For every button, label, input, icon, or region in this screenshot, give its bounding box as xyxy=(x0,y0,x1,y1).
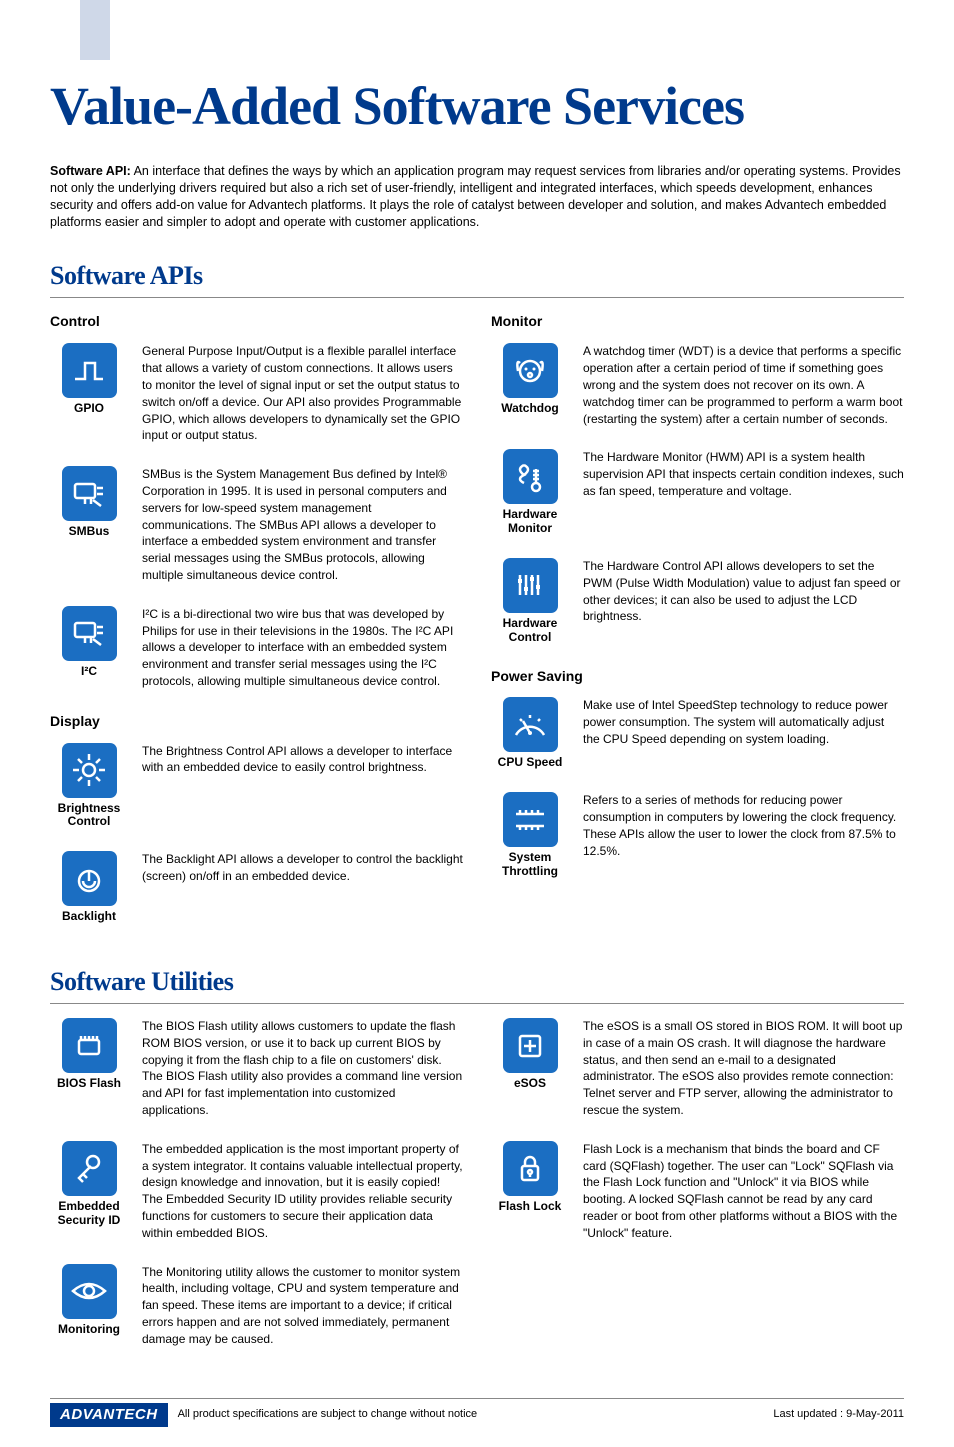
esos-icon xyxy=(503,1018,558,1073)
esos-label: eSOS xyxy=(491,1077,569,1091)
smbus-text: SMBus is the System Management Bus defin… xyxy=(142,466,463,584)
watchdog-text: A watchdog timer (WDT) is a device that … xyxy=(583,343,904,427)
backlight-text: The Backlight API allows a developer to … xyxy=(142,851,463,885)
decorative-tab xyxy=(80,0,110,60)
watchdog-icon xyxy=(503,343,558,398)
apis-right-column: Monitor Watchdog A watchdog timer (WDT) … xyxy=(491,312,904,946)
item-watchdog: Watchdog A watchdog timer (WDT) is a dev… xyxy=(491,343,904,427)
utils-left-column: BIOS Flash The BIOS Flash utility allows… xyxy=(50,1018,463,1370)
bios-label: BIOS Flash xyxy=(50,1077,128,1091)
watchdog-label: Watchdog xyxy=(491,402,569,416)
flash-lock-icon xyxy=(503,1141,558,1196)
item-flashlock: Flash Lock Flash Lock is a mechanism tha… xyxy=(491,1141,904,1242)
item-smbus: SMBus SMBus is the System Management Bus… xyxy=(50,466,463,584)
hwctrl-text: The Hardware Control API allows develope… xyxy=(583,558,904,625)
subcategory-power: Power Saving xyxy=(491,667,904,686)
subcategory-display: Display xyxy=(50,712,463,731)
hwmon-text: The Hardware Monitor (HWM) API is a syst… xyxy=(583,449,904,499)
section-rule xyxy=(50,297,904,298)
item-cpuspeed: CPU Speed Make use of Intel SpeedStep te… xyxy=(491,697,904,770)
item-i2c: I²C I²C is a bi-directional two wire bus… xyxy=(50,606,463,690)
item-gpio: GPIO General Purpose Input/Output is a f… xyxy=(50,343,463,444)
item-hwmon: Hardware Monitor The Hardware Monitor (H… xyxy=(491,449,904,536)
apis-left-column: Control GPIO General Purpose Input/Outpu… xyxy=(50,312,463,946)
section-rule-2 xyxy=(50,1003,904,1004)
item-bios: BIOS Flash The BIOS Flash utility allows… xyxy=(50,1018,463,1119)
gpio-label: GPIO xyxy=(50,402,128,416)
item-backlight: Backlight The Backlight API allows a dev… xyxy=(50,851,463,924)
security-id-icon xyxy=(62,1141,117,1196)
i2c-text: I²C is a bi-directional two wire bus tha… xyxy=(142,606,463,690)
cpu-speed-icon xyxy=(503,697,558,752)
brand-logo: ADVANTECH xyxy=(50,1403,168,1427)
subcategory-control: Control xyxy=(50,312,463,331)
smbus-icon xyxy=(62,466,117,521)
bios-flash-icon xyxy=(62,1018,117,1073)
intro-paragraph: Software API: An interface that defines … xyxy=(50,163,904,231)
intro-label: Software API: xyxy=(50,164,131,178)
page-footer: ADVANTECH All product specifications are… xyxy=(50,1398,904,1427)
footer-updated: Last updated : 9-May-2011 xyxy=(773,1407,904,1422)
cpuspeed-text: Make use of Intel SpeedStep technology t… xyxy=(583,697,904,747)
flashlock-label: Flash Lock xyxy=(491,1200,569,1214)
footer-disclaimer: All product specifications are subject t… xyxy=(178,1407,478,1422)
monitoring-label: Monitoring xyxy=(50,1323,128,1337)
i2c-label: I²C xyxy=(50,665,128,679)
esos-text: The eSOS is a small OS stored in BIOS RO… xyxy=(583,1018,904,1119)
brightness-icon xyxy=(62,743,117,798)
hardware-control-icon xyxy=(503,558,558,613)
monitoring-icon xyxy=(62,1264,117,1319)
backlight-icon xyxy=(62,851,117,906)
secid-text: The embedded application is the most imp… xyxy=(142,1141,463,1242)
page-title: Value-Added Software Services xyxy=(50,70,904,143)
utils-columns: BIOS Flash The BIOS Flash utility allows… xyxy=(50,1018,904,1370)
item-brightness: Brightness Control The Brightness Contro… xyxy=(50,743,463,830)
hwctrl-label: Hardware Control xyxy=(491,617,569,645)
backlight-label: Backlight xyxy=(50,910,128,924)
throttle-label: System Throttling xyxy=(491,851,569,879)
item-secid: Embedded Security ID The embedded applic… xyxy=(50,1141,463,1242)
flashlock-text: Flash Lock is a mechanism that binds the… xyxy=(583,1141,904,1242)
hwmon-label: Hardware Monitor xyxy=(491,508,569,536)
section-software-utilities: Software Utilities xyxy=(50,964,904,999)
section-software-apis: Software APIs xyxy=(50,258,904,293)
throttle-text: Refers to a series of methods for reduci… xyxy=(583,792,904,859)
brightness-text: The Brightness Control API allows a deve… xyxy=(142,743,463,777)
subcategory-monitor: Monitor xyxy=(491,312,904,331)
item-monitoring: Monitoring The Monitoring utility allows… xyxy=(50,1264,463,1348)
apis-columns: Control GPIO General Purpose Input/Outpu… xyxy=(50,312,904,946)
brightness-label: Brightness Control xyxy=(50,802,128,830)
intro-text: An interface that defines the ways by wh… xyxy=(50,164,901,229)
hardware-monitor-icon xyxy=(503,449,558,504)
item-throttle: System Throttling Refers to a series of … xyxy=(491,792,904,879)
monitoring-text: The Monitoring utility allows the custom… xyxy=(142,1264,463,1348)
item-esos: eSOS The eSOS is a small OS stored in BI… xyxy=(491,1018,904,1119)
smbus-label: SMBus xyxy=(50,525,128,539)
cpuspeed-label: CPU Speed xyxy=(491,756,569,770)
gpio-text: General Purpose Input/Output is a flexib… xyxy=(142,343,463,444)
system-throttling-icon xyxy=(503,792,558,847)
secid-label: Embedded Security ID xyxy=(50,1200,128,1228)
i2c-icon xyxy=(62,606,117,661)
gpio-icon xyxy=(62,343,117,398)
item-hwctrl: Hardware Control The Hardware Control AP… xyxy=(491,558,904,645)
utils-right-column: eSOS The eSOS is a small OS stored in BI… xyxy=(491,1018,904,1370)
bios-text: The BIOS Flash utility allows customers … xyxy=(142,1018,463,1119)
